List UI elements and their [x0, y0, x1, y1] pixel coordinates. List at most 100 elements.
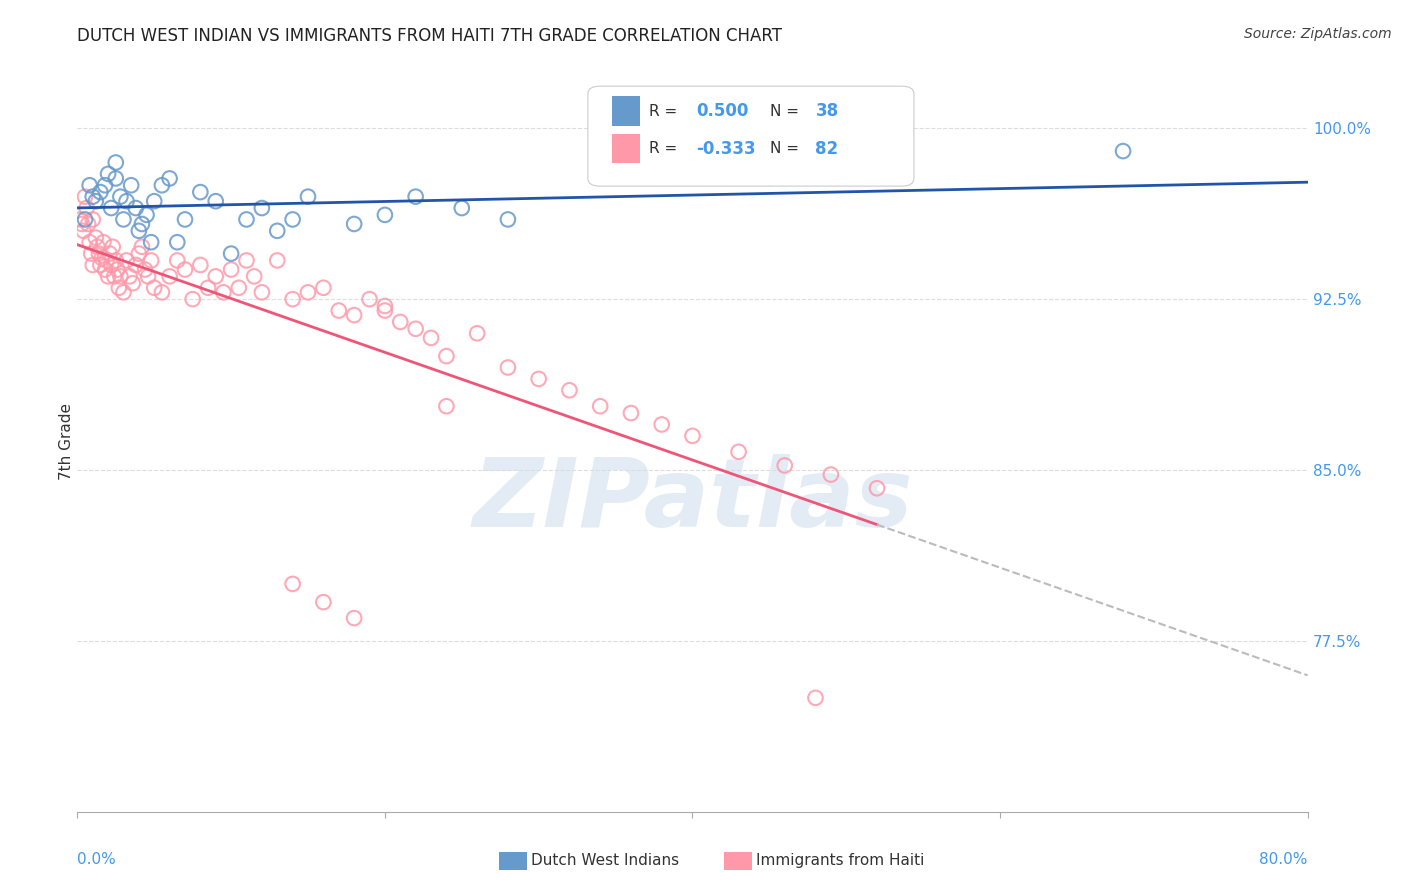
Point: [235, 212, 257, 227]
Text: 0.500: 0.500: [696, 102, 748, 120]
Point: [281, 212, 304, 227]
Text: R =: R =: [650, 141, 682, 156]
Point: [100, 201, 122, 215]
Point: [77, 217, 100, 231]
Point: [72, 224, 94, 238]
Point: [80, 246, 103, 260]
Point: [110, 189, 132, 203]
Point: [181, 292, 204, 306]
Point: [70, 217, 93, 231]
Point: [112, 212, 135, 227]
Point: [73, 189, 96, 203]
Point: [118, 269, 141, 284]
Point: [204, 269, 226, 284]
Point: [110, 269, 132, 284]
Bar: [613, 134, 640, 163]
Text: Source: ZipAtlas.com: Source: ZipAtlas.com: [1244, 27, 1392, 41]
Point: [136, 269, 159, 284]
Point: [104, 155, 127, 169]
Point: [131, 240, 153, 254]
Point: [450, 201, 472, 215]
Point: [166, 235, 188, 250]
Point: [496, 212, 519, 227]
Point: [188, 258, 212, 272]
Point: [87, 246, 110, 260]
Point: [527, 372, 550, 386]
Point: [93, 235, 115, 250]
Y-axis label: 7th Grade: 7th Grade: [59, 403, 73, 480]
Text: -0.333: -0.333: [696, 139, 756, 158]
Point: [1112, 144, 1135, 158]
Point: [281, 292, 304, 306]
Point: [496, 360, 519, 375]
Point: [141, 253, 163, 268]
Point: [115, 194, 138, 209]
Point: [166, 253, 188, 268]
Point: [84, 194, 107, 209]
Point: [465, 326, 488, 341]
Point: [90, 251, 114, 265]
Point: [682, 429, 704, 443]
Point: [112, 285, 135, 300]
Text: N =: N =: [770, 103, 804, 119]
Point: [97, 269, 120, 284]
Point: [343, 217, 366, 231]
Point: [82, 189, 104, 203]
Point: [219, 246, 242, 260]
Point: [94, 262, 117, 277]
Point: [420, 331, 443, 345]
Point: [297, 285, 319, 300]
Point: [374, 299, 396, 313]
Point: [131, 217, 153, 231]
Point: [343, 611, 366, 625]
Point: [297, 189, 319, 203]
Point: [374, 303, 396, 318]
Point: [773, 458, 796, 473]
Point: [312, 595, 335, 609]
Point: [558, 384, 581, 398]
Text: N =: N =: [770, 141, 804, 156]
Point: [197, 281, 219, 295]
Point: [589, 399, 612, 413]
Point: [89, 258, 111, 272]
Point: [374, 208, 396, 222]
Text: ZIPatlas: ZIPatlas: [472, 454, 912, 548]
Point: [125, 201, 148, 215]
Bar: [613, 96, 640, 126]
Point: [174, 212, 197, 227]
Text: Dutch West Indians: Dutch West Indians: [531, 854, 679, 868]
Text: 80.0%: 80.0%: [1260, 853, 1308, 867]
Point: [188, 185, 212, 199]
Point: [150, 178, 173, 193]
Point: [79, 235, 101, 250]
Point: [250, 285, 273, 300]
Point: [266, 224, 288, 238]
Point: [97, 167, 120, 181]
Point: [121, 277, 143, 291]
Point: [266, 253, 288, 268]
Point: [86, 240, 108, 254]
Point: [436, 399, 458, 413]
Text: Immigrants from Haiti: Immigrants from Haiti: [756, 854, 925, 868]
Text: 82: 82: [815, 139, 838, 158]
Text: 0.0%: 0.0%: [77, 853, 117, 867]
Point: [89, 185, 111, 199]
Point: [84, 230, 107, 244]
Point: [405, 322, 427, 336]
Point: [150, 285, 173, 300]
Point: [141, 235, 163, 250]
Point: [343, 308, 366, 322]
Point: [143, 281, 166, 295]
Point: [312, 281, 335, 295]
Point: [204, 194, 226, 209]
Point: [281, 577, 304, 591]
Point: [328, 303, 350, 318]
Point: [104, 171, 127, 186]
Point: [94, 178, 117, 193]
Point: [620, 406, 643, 420]
Point: [134, 262, 156, 277]
Point: [359, 292, 381, 306]
Point: [866, 481, 889, 495]
Point: [174, 262, 197, 277]
Point: [128, 224, 150, 238]
